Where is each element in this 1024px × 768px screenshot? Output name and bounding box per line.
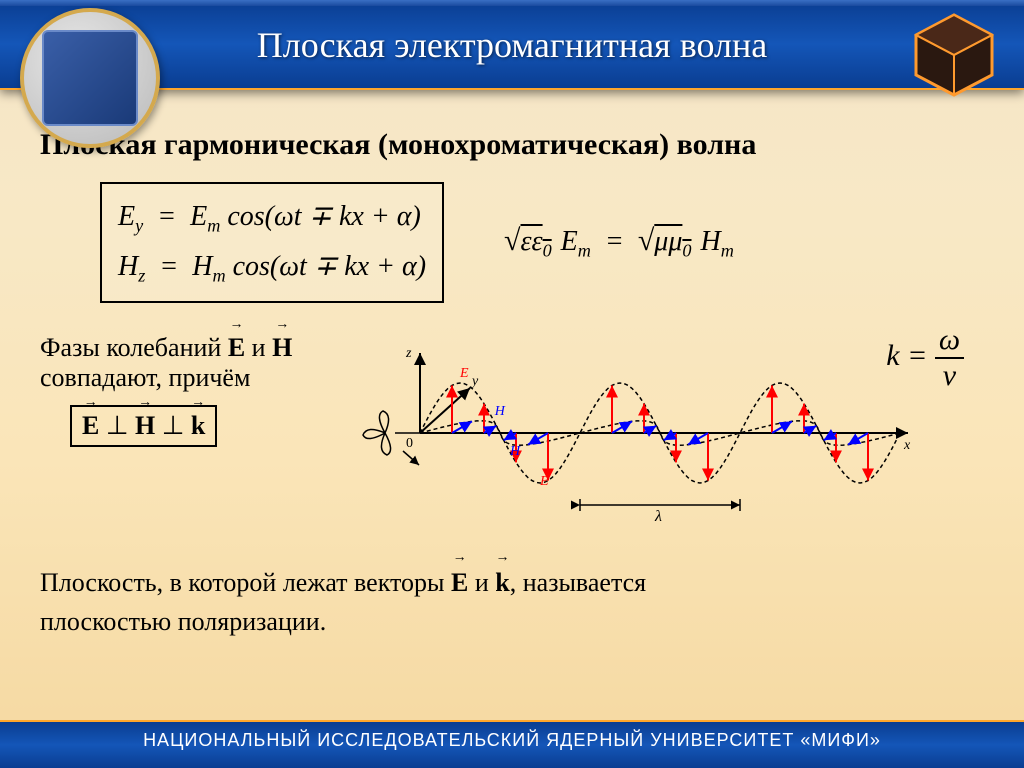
middle-row: Фазы колебаний E и H совпадают, причём E… [40,333,984,533]
vector-k: k [495,563,509,602]
wave-equations-box: Ey = Em cos(ωt ∓ kx + α) Hz = Hm cos(ωt … [100,182,444,303]
svg-text:y: y [470,374,479,389]
svg-text:0: 0 [406,436,413,451]
svg-text:E: E [539,474,549,489]
vector-H: H [272,333,292,363]
vector-E-2: E [451,563,468,602]
amplitude-relation: √εε0 Em = √μμ0 Hm [504,224,734,262]
svg-text:E: E [459,366,469,381]
header-band: Плоская электромагнитная волна [0,0,1024,90]
polarization-text: Плоскость, в которой лежат векторы E и k… [40,563,984,641]
equation-row: Ey = Em cos(ωt ∓ kx + α) Hz = Hm cos(ωt … [100,182,984,303]
perpendicular-relation: E ⊥ H ⊥ k [70,405,217,447]
equation-Ey: Ey = Em cos(ωt ∓ kx + α) [118,192,426,242]
content-area: Плоская гармоническая (монохроматическая… [0,90,1024,661]
subtitle: Плоская гармоническая (монохроматическая… [40,128,984,162]
university-emblem [20,8,160,148]
svg-text:λ: λ [654,508,662,525]
svg-text:z: z [405,346,412,361]
wave-diagram: k = ωv xzy0EHEHλ [360,333,984,533]
svg-text:x: x [903,438,911,453]
wave-svg: x z y 0 E H E Hλ [360,333,920,533]
vector-E: E [228,333,245,363]
svg-text:H: H [509,444,521,459]
emblem-inner [42,30,138,126]
svg-text:H: H [494,404,506,419]
cube-icon [904,10,1004,100]
phase-text: Фазы колебаний E и H совпадают, причём E… [40,333,340,447]
footer-text: НАЦИОНАЛЬНЫЙ ИССЛЕДОВАТЕЛЬСКИЙ ЯДЕРНЫЙ У… [143,730,881,750]
footer-band: НАЦИОНАЛЬНЫЙ ИССЛЕДОВАТЕЛЬСКИЙ ЯДЕРНЫЙ У… [0,720,1024,768]
wavenumber-equation: k = ωv [886,323,964,393]
equation-Hz: Hz = Hm cos(ωt ∓ kx + α) [118,242,426,292]
